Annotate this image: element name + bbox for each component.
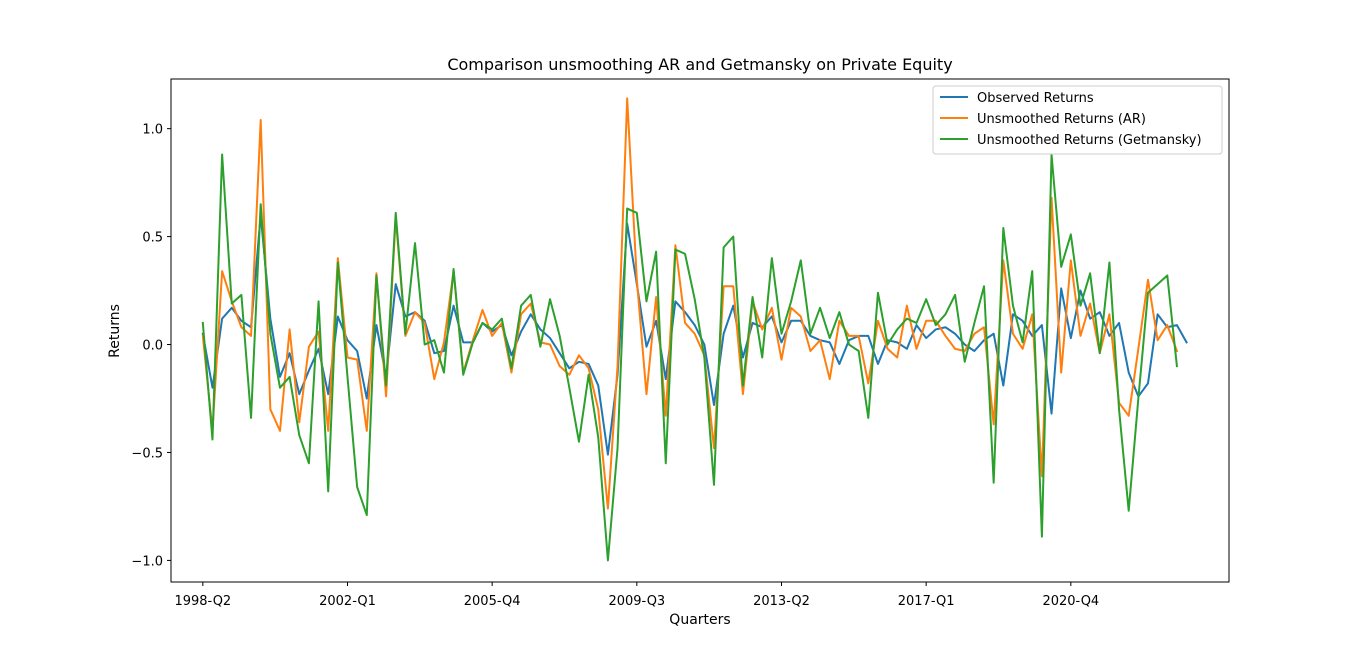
x-axis: 1998-Q2 2002-Q1 2005-Q4 2009-Q3 2013-Q2 2017-… (174, 582, 1099, 609)
y-tick-label: 0.5 (142, 231, 163, 246)
legend: Observed Returns Unsmoothed Returns (AR) U… (932, 85, 1223, 155)
chart-title: Comparison unsmoothing AR and Getmansky … (447, 55, 952, 74)
y-tick-label: −0.5 (131, 446, 163, 461)
x-tick-label: 2017-Q1 (898, 594, 955, 609)
x-tick-label: 2005-Q4 (464, 594, 521, 609)
x-tick-label: 2009-Q3 (608, 594, 665, 609)
legend-label-3: Unsmoothed Returns (Getmansky) (977, 133, 1202, 148)
legend-items: Observed Returns Unsmoothed Returns (AR) U… (940, 91, 1202, 148)
y-tick-label: −1.0 (131, 554, 163, 569)
x-tick-label: 2013-Q2 (753, 594, 810, 609)
y-tick-label: 0.0 (142, 339, 163, 354)
legend-label-1: Observed Returns (977, 91, 1094, 106)
x-axis-label: Quarters (669, 612, 730, 628)
legend-label-2: Unsmoothed Returns (AR) (977, 112, 1146, 127)
x-tick-label: 1998-Q2 (174, 594, 231, 609)
series-line-1 (201, 214, 1188, 456)
legend-box (932, 85, 1223, 155)
plot-area-frame (170, 78, 1230, 583)
series-layer (201, 97, 1188, 562)
y-axis-label: Returns (107, 304, 123, 358)
y-axis: −1.0 −0.5 0.0 0.5 1.0 (131, 123, 171, 569)
y-tick-label: 1.0 (142, 123, 163, 138)
series-line-2 (201, 97, 1179, 510)
x-tick-label: 2002-Q1 (319, 594, 376, 609)
x-tick-label: 2020-Q4 (1042, 594, 1099, 609)
series-line-3 (201, 153, 1179, 562)
